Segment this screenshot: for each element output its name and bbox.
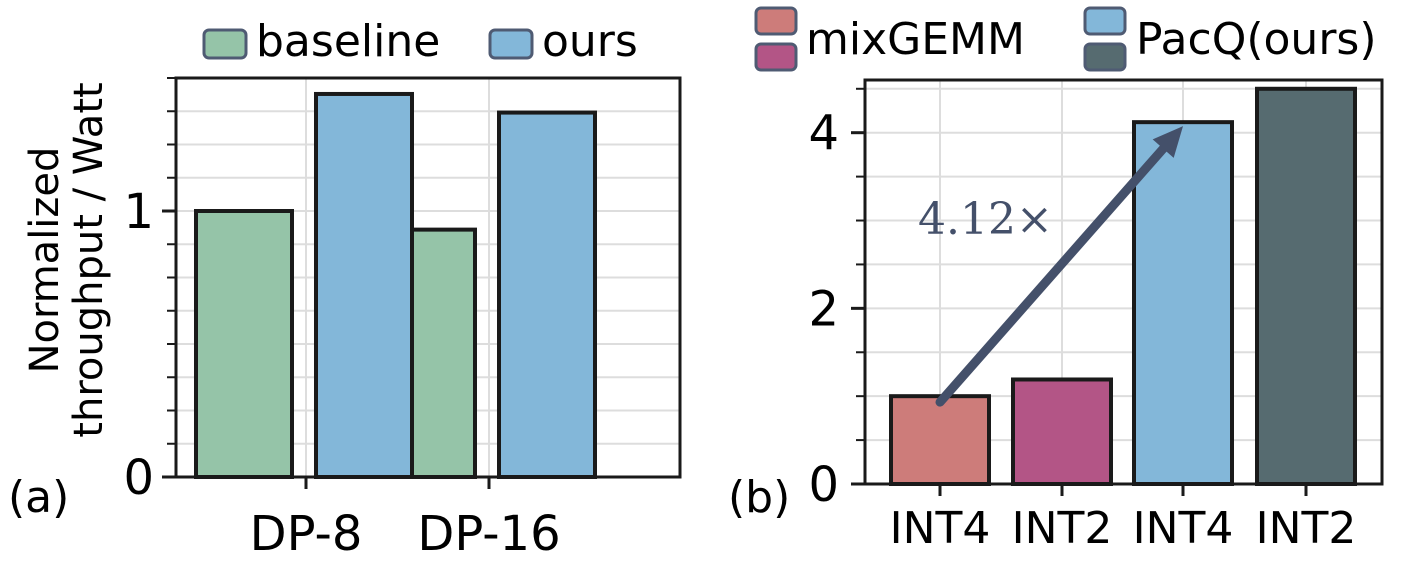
bar-mixGEMM-INT4 [889, 394, 991, 487]
y-tick-label: 2 [808, 281, 839, 337]
legend-label-baseline: baseline [256, 16, 440, 67]
y-axis-label: throughput / Watt [66, 82, 112, 437]
legend-label-mixGEMM: mixGEMM [806, 14, 1025, 65]
axes-frame [863, 78, 1384, 486]
bar-ours-DP-16 [497, 110, 597, 480]
x-tick-label: INT2 [1256, 503, 1357, 554]
bar-PacQ(ours)-INT2 [1255, 86, 1357, 486]
panel-b: 0 2 4 INT4 INT2 INT4 INT2 (b) mixGEMM PacQ(ours) 4… [728, 6, 1384, 554]
y-tick-label: 0 [808, 457, 839, 513]
x-tick-label: DP-16 [417, 506, 560, 562]
bar-PacQ(ours)-INT4 [1132, 120, 1234, 486]
y-tick-label: 4 [808, 106, 839, 162]
bar-mixGEMM-INT2 [1011, 377, 1113, 487]
annotation-arrow [935, 144, 1168, 407]
legend-swatch-PacQ(ours) [1083, 42, 1127, 72]
bar-ours-DP-8 [314, 91, 414, 480]
y-tick-label: 1 [123, 184, 154, 240]
panel-label: (b) [728, 472, 790, 523]
x-tick-label: DP-8 [250, 506, 363, 562]
legend-swatch-ours [488, 28, 534, 60]
x-tick-label: INT2 [1012, 503, 1113, 554]
legend-label-PacQ(ours): PacQ(ours) [1136, 14, 1377, 65]
annotation-arrowhead [1152, 126, 1183, 158]
legend-swatch-baseline [202, 28, 248, 60]
legend-swatch-mixGEMM [754, 6, 798, 36]
x-tick-label: INT4 [1133, 503, 1234, 554]
annotation-label: 4.12× [918, 194, 1053, 245]
panel-label: (a) [8, 472, 69, 523]
legend-swatch-PacQ(ours) [1083, 6, 1127, 36]
legend-label-ours: ours [542, 16, 638, 67]
y-axis-label: Normalized [22, 147, 68, 374]
legend-swatch-mixGEMM [754, 42, 798, 72]
x-tick-label: INT4 [890, 503, 991, 554]
y-tick-label: 0 [123, 450, 154, 506]
bar-baseline-DP-8 [194, 209, 294, 479]
